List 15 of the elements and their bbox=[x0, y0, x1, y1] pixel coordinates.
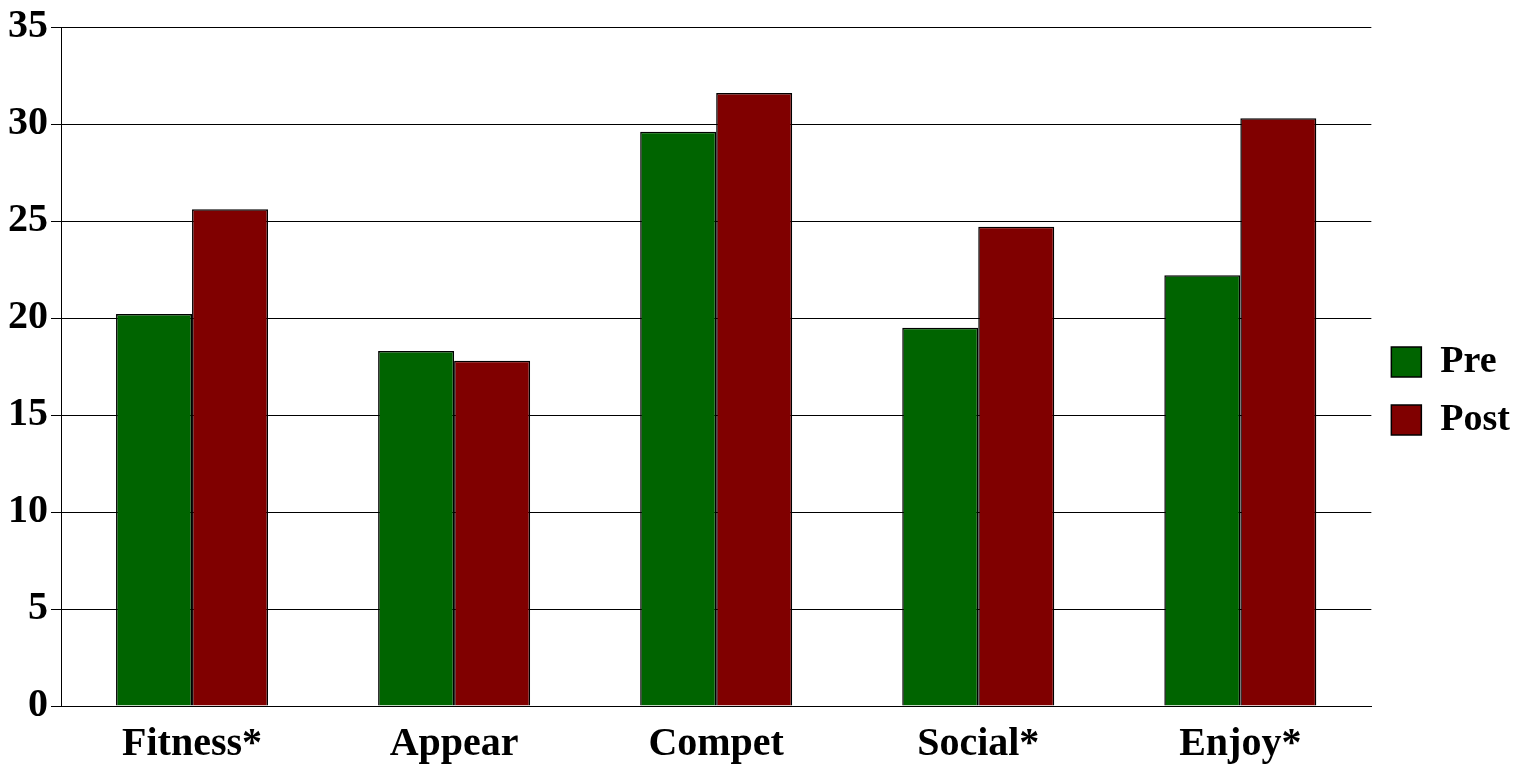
y-tick-label: 25 bbox=[8, 195, 48, 241]
y-tick-label: 35 bbox=[8, 1, 48, 47]
x-tick-label: Enjoy* bbox=[1179, 719, 1302, 765]
legend-label: Pre bbox=[1440, 337, 1497, 380]
y-tick-label: 10 bbox=[8, 486, 48, 532]
x-tick-label: Fitness* bbox=[122, 719, 263, 765]
y-tick-label: 30 bbox=[8, 98, 48, 144]
legend-label: Post bbox=[1440, 395, 1511, 438]
x-tick-label: Social* bbox=[917, 719, 1040, 765]
y-tick-label: 5 bbox=[28, 583, 48, 629]
x-tick-label: Compet bbox=[648, 719, 785, 765]
y-tick-label: 0 bbox=[28, 680, 48, 726]
y-tick-label: 20 bbox=[8, 292, 48, 338]
y-tick-label: 15 bbox=[8, 389, 48, 435]
x-tick-label: Appear bbox=[389, 719, 519, 765]
